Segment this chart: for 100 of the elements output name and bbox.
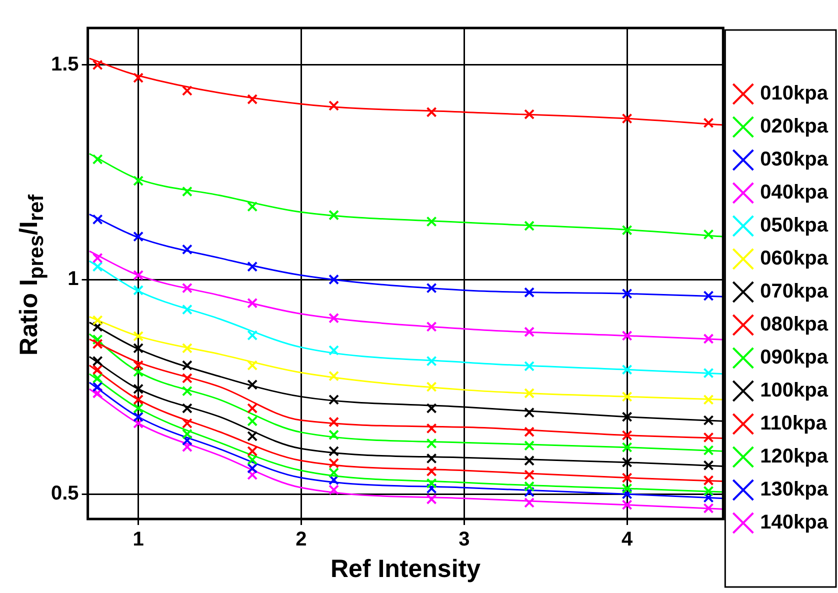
point: [622, 330, 632, 341]
point: [524, 326, 535, 338]
legend-label: 050kpa: [760, 214, 829, 237]
point: [426, 466, 437, 477]
point: [524, 470, 535, 480]
point: [247, 470, 258, 480]
point: [182, 428, 192, 440]
point: [524, 455, 535, 466]
point: [182, 360, 192, 371]
point: [622, 483, 632, 494]
point: [133, 412, 144, 422]
point: [133, 384, 144, 394]
y-tick-label: 1: [68, 268, 79, 290]
point: [426, 321, 437, 332]
point: [133, 403, 144, 414]
point: [182, 418, 192, 429]
point: [133, 342, 144, 354]
x-tick-label: 1: [132, 528, 144, 551]
point: [92, 214, 103, 225]
x-tick-label: 3: [458, 528, 470, 551]
point: [133, 394, 144, 405]
point: [703, 475, 714, 486]
point: [622, 488, 632, 500]
point: [426, 382, 437, 392]
legend-label: 110kpa: [760, 412, 828, 435]
point: [622, 472, 632, 484]
point: [703, 368, 714, 378]
legend-label: 080kpa: [760, 314, 829, 336]
legend-label: 070kpa: [760, 280, 829, 303]
point: [182, 282, 192, 294]
point: [524, 486, 535, 498]
point: [247, 360, 258, 371]
point: [524, 407, 535, 418]
point: [247, 454, 258, 466]
point: [328, 474, 340, 486]
point: [182, 186, 192, 197]
point: [703, 394, 714, 405]
point: [133, 284, 144, 296]
legend-label: 140kpa: [760, 512, 829, 534]
point: [328, 430, 340, 440]
point: [524, 497, 535, 508]
point: [703, 290, 714, 302]
point: [182, 403, 192, 414]
point: [133, 176, 144, 186]
point: [247, 446, 258, 456]
point: [703, 415, 714, 426]
point: [622, 391, 632, 402]
point: [92, 60, 103, 70]
legend-label: 060kpa: [760, 248, 829, 270]
point: [524, 109, 535, 120]
point: [328, 394, 340, 405]
point: [247, 403, 258, 414]
point: [247, 298, 258, 308]
point: [328, 100, 340, 111]
point: [247, 379, 258, 390]
point: [247, 463, 258, 474]
point: [622, 430, 632, 441]
point: [182, 244, 192, 255]
legend-label: 010kpa: [760, 82, 829, 105]
point: [524, 287, 535, 298]
point: [703, 432, 714, 443]
legend-label: 120kpa: [760, 446, 829, 468]
point: [133, 72, 144, 84]
line-series: [88, 364, 724, 482]
point: [703, 445, 714, 456]
point: [524, 426, 535, 438]
point: [133, 418, 144, 429]
point: [426, 216, 437, 227]
point: [703, 118, 714, 128]
point: [328, 416, 340, 428]
x-tick-label: 4: [621, 528, 634, 551]
x-tick-label: 2: [296, 528, 307, 551]
line-series: [88, 153, 724, 238]
point: [426, 494, 437, 504]
point: [622, 113, 632, 124]
x-axis-title: Ref Intensity: [330, 554, 481, 583]
point: [703, 229, 714, 240]
point: [182, 372, 192, 384]
point: [622, 500, 632, 510]
point: [703, 486, 714, 496]
legend-label: 100kpa: [760, 380, 829, 402]
line-series: [88, 316, 724, 400]
point: [328, 446, 340, 456]
point: [247, 416, 258, 426]
point: [133, 231, 144, 242]
point: [247, 330, 258, 341]
y-tick-label: 1.5: [50, 53, 79, 76]
point: [92, 334, 103, 345]
point: [703, 503, 714, 514]
point: [328, 458, 340, 468]
point: [182, 386, 192, 396]
point: [426, 423, 437, 434]
point: [703, 333, 714, 344]
point: [133, 360, 144, 371]
legend-label: 030kpa: [760, 148, 829, 171]
point: [247, 430, 258, 442]
legend-label: 020kpa: [760, 116, 829, 138]
point: [328, 312, 340, 324]
point: [426, 106, 437, 118]
point: [247, 201, 258, 212]
